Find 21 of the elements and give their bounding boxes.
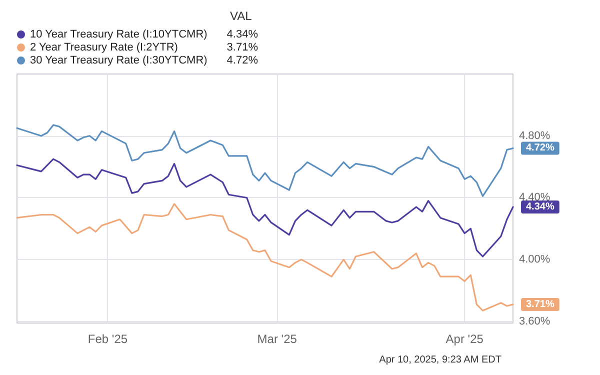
text: 4.72%: [226, 54, 258, 66]
data-label: 3.71%: [526, 298, 554, 310]
x-tick-label: Mar '25: [257, 332, 298, 346]
y-tick-label: 4.40%: [519, 192, 550, 204]
legend-title: VAL: [230, 9, 252, 23]
legend-label: 2 Year Treasury Rate (I:2YTR): [30, 42, 178, 54]
legend-label: 10 Year Treasury Rate (I:10YTCMR): [30, 28, 208, 40]
line-series: [16, 203, 514, 312]
data-label: 4.72%: [526, 142, 554, 154]
text: 3.71%: [226, 42, 258, 54]
data-label: 4.34%: [526, 202, 554, 213]
x-tick-label: Apr '25: [446, 332, 484, 346]
x-tick-label: Feb '25: [88, 332, 128, 346]
y-tick-label: 3.60%: [519, 315, 550, 328]
text: 4.34%: [226, 28, 258, 40]
y-tick-label: 4.80%: [519, 130, 550, 142]
line-series: [16, 158, 514, 258]
y-tick-label: 4.00%: [519, 254, 550, 266]
text: Apr 10, 2025, 9:23 AM EDT: [379, 354, 502, 366]
line-series: [16, 124, 514, 197]
legend-label: 30 Year Treasury Rate (I:30YTCMR): [30, 54, 208, 66]
